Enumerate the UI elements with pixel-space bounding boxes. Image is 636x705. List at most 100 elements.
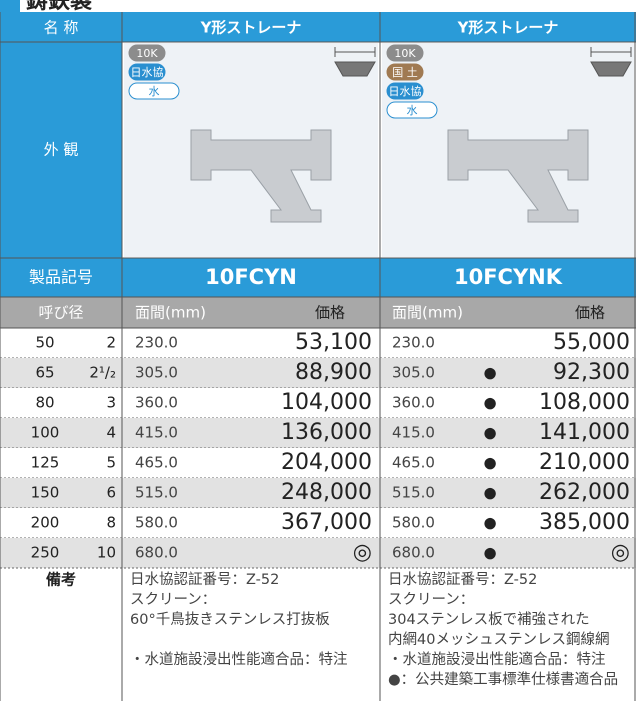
mark: ● xyxy=(483,544,496,562)
size-b: 8 xyxy=(106,514,116,532)
header-cell: 名 称 xyxy=(44,19,79,37)
remark-line: 304ステンレス板で補強された xyxy=(388,610,590,628)
mark: ● xyxy=(483,364,496,382)
row-bg xyxy=(0,358,636,388)
badge xyxy=(386,63,424,81)
size-a: 80 xyxy=(35,394,54,412)
badge-text: 水 xyxy=(407,104,418,117)
size-a: 100 xyxy=(31,424,60,442)
length: 580.0 xyxy=(392,514,435,532)
product-code: 10FCYNK xyxy=(454,265,563,289)
length: 415.0 xyxy=(135,424,178,442)
header-bg xyxy=(0,12,636,42)
price: 248,000 xyxy=(281,480,372,505)
length: 515.0 xyxy=(392,484,435,502)
price: 204,000 xyxy=(281,450,372,475)
price: 88,900 xyxy=(295,360,372,385)
remark-line: 日水協認証番号：Z-52 xyxy=(388,571,537,588)
subhead-cell: 価格 xyxy=(315,304,345,322)
length: 230.0 xyxy=(392,334,435,352)
badge-text: 日水協 xyxy=(131,66,164,79)
row-label: 備考 xyxy=(46,571,76,589)
mark: ● xyxy=(483,454,496,472)
subhead-cell: 面間(mm) xyxy=(135,304,206,322)
size-b: 2¹/₂ xyxy=(89,364,116,382)
badge-text: 10K xyxy=(394,47,416,60)
remark-line: ・水道施設浸出性能適合品：特注 xyxy=(388,650,606,668)
mark: ● xyxy=(483,514,496,532)
price: 262,000 xyxy=(539,480,630,505)
page-title: 鋳鉄製 xyxy=(26,0,92,14)
size-b: 4 xyxy=(106,424,116,442)
row-bg xyxy=(0,328,636,358)
length: 230.0 xyxy=(135,334,178,352)
length: 360.0 xyxy=(392,394,435,412)
length: 360.0 xyxy=(135,394,178,412)
price: 141,000 xyxy=(539,420,630,445)
row-label: 外 観 xyxy=(44,141,79,159)
mark: ● xyxy=(483,484,496,502)
price: 210,000 xyxy=(539,450,630,475)
size-a: 200 xyxy=(31,514,60,532)
remark-line: スクリーン： xyxy=(388,591,474,608)
size-b: 2 xyxy=(106,334,116,352)
badge xyxy=(386,82,424,100)
row-bg xyxy=(0,478,636,508)
length: 680.0 xyxy=(392,544,435,562)
price: ◎ xyxy=(353,540,372,565)
size-a: 50 xyxy=(35,334,54,352)
subhead-cell: 呼び径 xyxy=(38,304,83,322)
badge xyxy=(386,44,424,62)
size-a: 250 xyxy=(31,544,60,562)
code-bg xyxy=(0,258,636,297)
badge xyxy=(128,63,166,81)
subhead-bg xyxy=(0,297,636,328)
row-bg xyxy=(0,418,636,448)
remark-line: 内網40メッシュステンレス鋼線網 xyxy=(388,631,609,648)
badge-text: 10K xyxy=(136,47,158,60)
badge-text: 水 xyxy=(149,85,160,98)
length: 465.0 xyxy=(135,454,178,472)
price: 92,300 xyxy=(553,360,630,385)
row-bg xyxy=(0,448,636,478)
length: 305.0 xyxy=(392,364,435,382)
pipe-icon xyxy=(334,47,376,77)
size-a: 65 xyxy=(35,364,54,382)
length: 305.0 xyxy=(135,364,178,382)
row-bg xyxy=(0,508,636,538)
pipe-icon xyxy=(590,47,632,77)
price: 367,000 xyxy=(281,510,372,535)
title-mark xyxy=(0,0,20,12)
length: 680.0 xyxy=(135,544,178,562)
mark: ● xyxy=(483,394,496,412)
badge xyxy=(386,101,438,119)
badge-text: 日水協 xyxy=(389,85,422,98)
valve xyxy=(190,129,332,223)
subhead-cell: 面間(mm) xyxy=(392,304,463,322)
length: 415.0 xyxy=(392,424,435,442)
price: 136,000 xyxy=(281,420,372,445)
size-b: 10 xyxy=(97,544,116,562)
row-bg xyxy=(0,538,636,568)
length: 465.0 xyxy=(392,454,435,472)
row-bg xyxy=(0,388,636,418)
size-b: 5 xyxy=(106,454,116,472)
length: 515.0 xyxy=(135,484,178,502)
price: 53,100 xyxy=(295,330,372,355)
size-a: 125 xyxy=(31,454,60,472)
remark-line: スクリーン： xyxy=(130,591,216,608)
price: 108,000 xyxy=(539,390,630,415)
header-cell: Y形ストレーナ xyxy=(200,19,302,37)
remark-line: 60°千鳥抜きステンレス打抜板 xyxy=(130,610,330,628)
price: 104,000 xyxy=(281,390,372,415)
remark-line: 日水協認証番号：Z-52 xyxy=(130,571,279,588)
label-bg xyxy=(0,42,122,258)
header-cell: Y形ストレーナ xyxy=(457,19,559,37)
size-a: 150 xyxy=(31,484,60,502)
price: 55,000 xyxy=(553,330,630,355)
row-label: 製品記号 xyxy=(29,268,93,287)
badge xyxy=(128,44,166,62)
remark-line: ・水道施設浸出性能適合品：特注 xyxy=(130,650,348,668)
price: 385,000 xyxy=(539,510,630,535)
